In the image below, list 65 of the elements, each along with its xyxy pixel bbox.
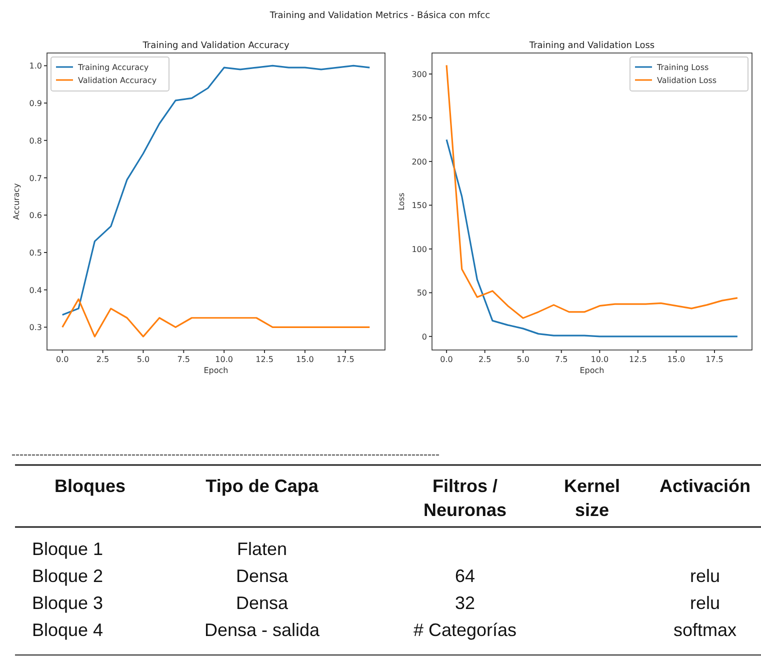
text: # Categorías xyxy=(413,620,517,640)
x-tick-label: 0.0 xyxy=(440,355,453,364)
text: 32 xyxy=(454,593,476,613)
line-series xyxy=(446,138,738,338)
y-axis-title: Loss xyxy=(397,192,406,210)
text: Densa xyxy=(236,566,288,586)
legend-label: Training Loss xyxy=(656,63,709,72)
x-tick-label: 10.0 xyxy=(215,355,233,364)
chart-title: Training and Validation Loss xyxy=(528,41,655,51)
chart-subtitle: Training and Validation Metrics - Básica con mfcc xyxy=(268,10,490,21)
chart-title: Training and Validation Accuracy xyxy=(142,41,290,51)
category-label: Bloque 3 xyxy=(32,593,104,613)
x-tick-label: 5.0 xyxy=(136,355,150,364)
line-series xyxy=(62,64,370,316)
y-tick-label: 1.0 xyxy=(29,62,42,71)
category-label: Bloques xyxy=(54,476,126,496)
y-tick-label: 0.3 xyxy=(29,323,42,332)
x-tick-label: 5.0 xyxy=(516,355,530,364)
y-tick-label: 0 xyxy=(422,332,427,342)
y-tick-label: 0.9 xyxy=(29,99,42,108)
x-tick-label: 17.5 xyxy=(336,355,354,364)
y-tick-label: 150 xyxy=(412,201,427,210)
y-tick-label: 100 xyxy=(412,244,427,254)
text: Flaten xyxy=(236,539,288,559)
y-tick-label: 0.6 xyxy=(29,211,42,220)
x-tick-label: 12.5 xyxy=(629,355,647,364)
line-series xyxy=(62,298,370,338)
x-tick-label: 10.0 xyxy=(590,355,609,364)
category-label: Filtros / Neuronas xyxy=(423,476,507,520)
category-label: Kernel size xyxy=(564,476,620,520)
category-label: Bloque 1 xyxy=(32,539,104,559)
legend-label: Validation Accuracy xyxy=(78,76,157,85)
y-tick-label: 300 xyxy=(412,70,427,79)
y-tick-label: 0.8 xyxy=(29,136,42,146)
y-tick-label: 0.4 xyxy=(29,286,42,295)
x-tick-label: 7.5 xyxy=(555,355,568,364)
category-label: Tipo de Capa xyxy=(206,476,320,496)
y-tick-label: 0.5 xyxy=(29,248,42,258)
text: relu xyxy=(690,593,720,613)
x-tick-label: 2.5 xyxy=(96,355,110,364)
category-label: Bloque 4 xyxy=(32,620,104,640)
y-axis-title: Accuracy xyxy=(12,182,21,220)
x-tick-label: 7.5 xyxy=(177,355,190,364)
y-tick-label: 0.7 xyxy=(29,174,42,183)
x-axis-title: Epoch xyxy=(204,366,228,375)
text: 64 xyxy=(454,566,476,586)
legend-label: Validation Loss xyxy=(657,76,717,85)
text: softmax xyxy=(673,620,737,640)
category-label: Bloque 2 xyxy=(32,566,104,586)
x-tick-label: 0.0 xyxy=(56,355,69,364)
legend-label: Training Accuracy xyxy=(77,63,149,72)
y-tick-label: 50 xyxy=(416,288,427,298)
x-tick-label: 12.5 xyxy=(256,355,274,364)
text: relu xyxy=(690,566,720,586)
text: Densa - salida xyxy=(204,620,320,640)
x-tick-label: 15.0 xyxy=(667,355,686,364)
line-series xyxy=(446,64,738,319)
text: Densa xyxy=(236,593,288,613)
x-tick-label: 2.5 xyxy=(478,355,492,364)
y-tick-label: 200 xyxy=(412,157,427,166)
y-tick-label: 250 xyxy=(412,114,427,123)
x-axis-title: Epoch xyxy=(580,366,604,375)
x-tick-label: 15.0 xyxy=(296,355,314,364)
category-label: Activación xyxy=(659,476,751,496)
x-tick-label: 17.5 xyxy=(706,355,724,364)
